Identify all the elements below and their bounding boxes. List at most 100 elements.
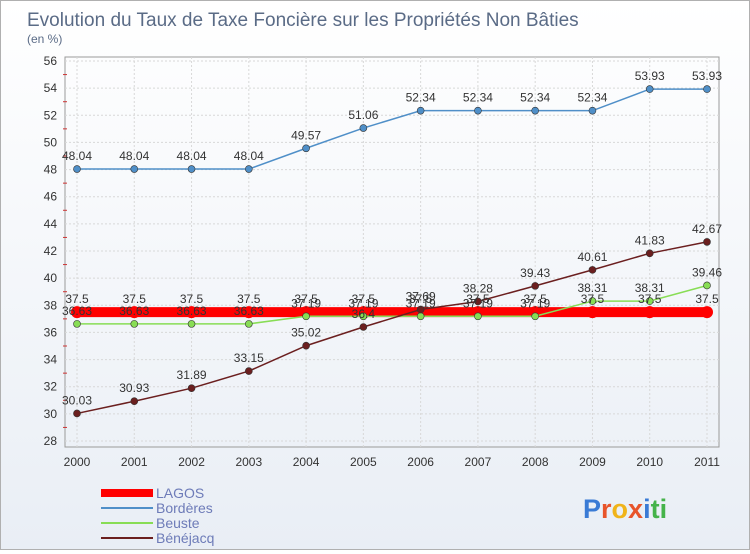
data-label: 37.5 (638, 292, 662, 306)
data-point (302, 144, 310, 153)
data-label: 38.28 (463, 281, 493, 295)
series-layer (71, 85, 713, 418)
data-label: 38.31 (577, 281, 607, 295)
x-tick-label: 2001 (121, 455, 148, 469)
x-tick-label: 2000 (64, 455, 91, 469)
data-label: 48.04 (177, 149, 207, 163)
data-label: 37.5 (524, 292, 548, 306)
x-tick-label: 2007 (465, 455, 492, 469)
data-label: 48.04 (62, 149, 92, 163)
chart-title: Evolution du Taux de Taxe Foncière sur l… (27, 10, 579, 31)
data-point (71, 306, 83, 319)
data-point (645, 297, 654, 305)
data-point (73, 320, 81, 328)
data-point (302, 312, 310, 321)
y-tick-label: 40 (44, 271, 58, 285)
x-tick-label: 2004 (293, 455, 320, 469)
logo-letter: i (643, 494, 651, 524)
x-tick-label: 2005 (350, 455, 377, 469)
data-label: 39.43 (520, 266, 550, 280)
data-point (474, 106, 482, 115)
x-tick-label: 2011 (694, 455, 720, 469)
data-label: 36.63 (177, 304, 207, 318)
data-point (588, 297, 597, 305)
data-label: 30.03 (62, 393, 92, 407)
data-point (130, 320, 139, 328)
y-tick-label: 44 (44, 217, 58, 231)
data-point (359, 312, 368, 321)
data-label: 37.5 (409, 292, 433, 306)
y-tick-label: 54 (44, 81, 58, 95)
x-tick-label: 2010 (636, 455, 663, 469)
data-point (73, 409, 81, 418)
data-point (128, 306, 141, 319)
data-label: 33.15 (234, 351, 264, 365)
data-point (302, 341, 310, 350)
data-label: 36.63 (62, 304, 92, 318)
data-label: 37.19 (520, 296, 550, 310)
data-point (531, 282, 539, 290)
chart-subtitle: (en %) (27, 32, 62, 46)
y-tick-label: 38 (44, 298, 58, 312)
data-point (474, 297, 482, 306)
data-point (359, 124, 368, 132)
data-point (645, 85, 654, 93)
data-label: 37.5 (65, 292, 89, 306)
data-label: 49.57 (291, 128, 321, 142)
grid-lines (65, 57, 719, 447)
data-label: 40.61 (577, 250, 607, 264)
data-label: 37.19 (348, 296, 378, 310)
data-point (703, 85, 711, 93)
data-label: 52.34 (463, 91, 493, 105)
logo-text: Proxiti (583, 494, 667, 524)
data-label: 53.93 (692, 69, 722, 83)
data-point (187, 384, 196, 393)
data-label: 37.5 (695, 292, 719, 306)
data-label: 30.93 (119, 381, 149, 395)
y-tick-label: 48 (44, 163, 58, 177)
data-label: 37.69 (406, 289, 436, 303)
logo-letter: t (651, 494, 660, 524)
data-label: 53.93 (635, 69, 665, 83)
data-label: 37.5 (237, 292, 261, 306)
logo-letter: r (601, 494, 612, 524)
data-point (245, 165, 253, 173)
data-point (531, 312, 539, 321)
y-tick-label: 30 (44, 407, 58, 421)
data-label: 48.04 (119, 149, 149, 163)
data-point (187, 165, 196, 173)
legend-label: Beuste (156, 515, 200, 531)
data-label: 48.04 (234, 149, 264, 163)
data-label: 37.5 (352, 292, 376, 306)
data-point (701, 306, 713, 319)
data-label: 38.31 (635, 281, 665, 295)
data-label: 31.89 (177, 368, 207, 382)
x-tick-label: 2009 (579, 455, 606, 469)
data-point (245, 367, 253, 375)
data-point (185, 306, 198, 319)
x-tick-label: 2008 (522, 455, 549, 469)
logo-letter: x (628, 494, 643, 524)
x-tick-label: 2002 (178, 455, 205, 469)
data-label: 41.83 (635, 233, 665, 247)
data-point (474, 312, 482, 321)
y-tick-label: 56 (44, 54, 58, 68)
y-tick-label: 50 (44, 135, 58, 149)
data-point (703, 238, 711, 246)
data-label: 37.5 (581, 292, 605, 306)
data-label: 39.46 (692, 265, 722, 279)
data-label: 36.63 (119, 304, 149, 318)
y-tick-label: 46 (44, 190, 58, 204)
series-line (77, 284, 708, 325)
data-label: 36.63 (234, 304, 264, 318)
logo-letter: o (612, 494, 629, 524)
x-tick-label: 2006 (407, 455, 434, 469)
data-point (588, 266, 597, 274)
data-label: 36.4 (352, 307, 376, 321)
data-point (531, 106, 539, 115)
legend-label: Bordères (156, 500, 213, 516)
y-tick-label: 36 (44, 325, 58, 339)
data-label: 51.06 (348, 108, 378, 122)
